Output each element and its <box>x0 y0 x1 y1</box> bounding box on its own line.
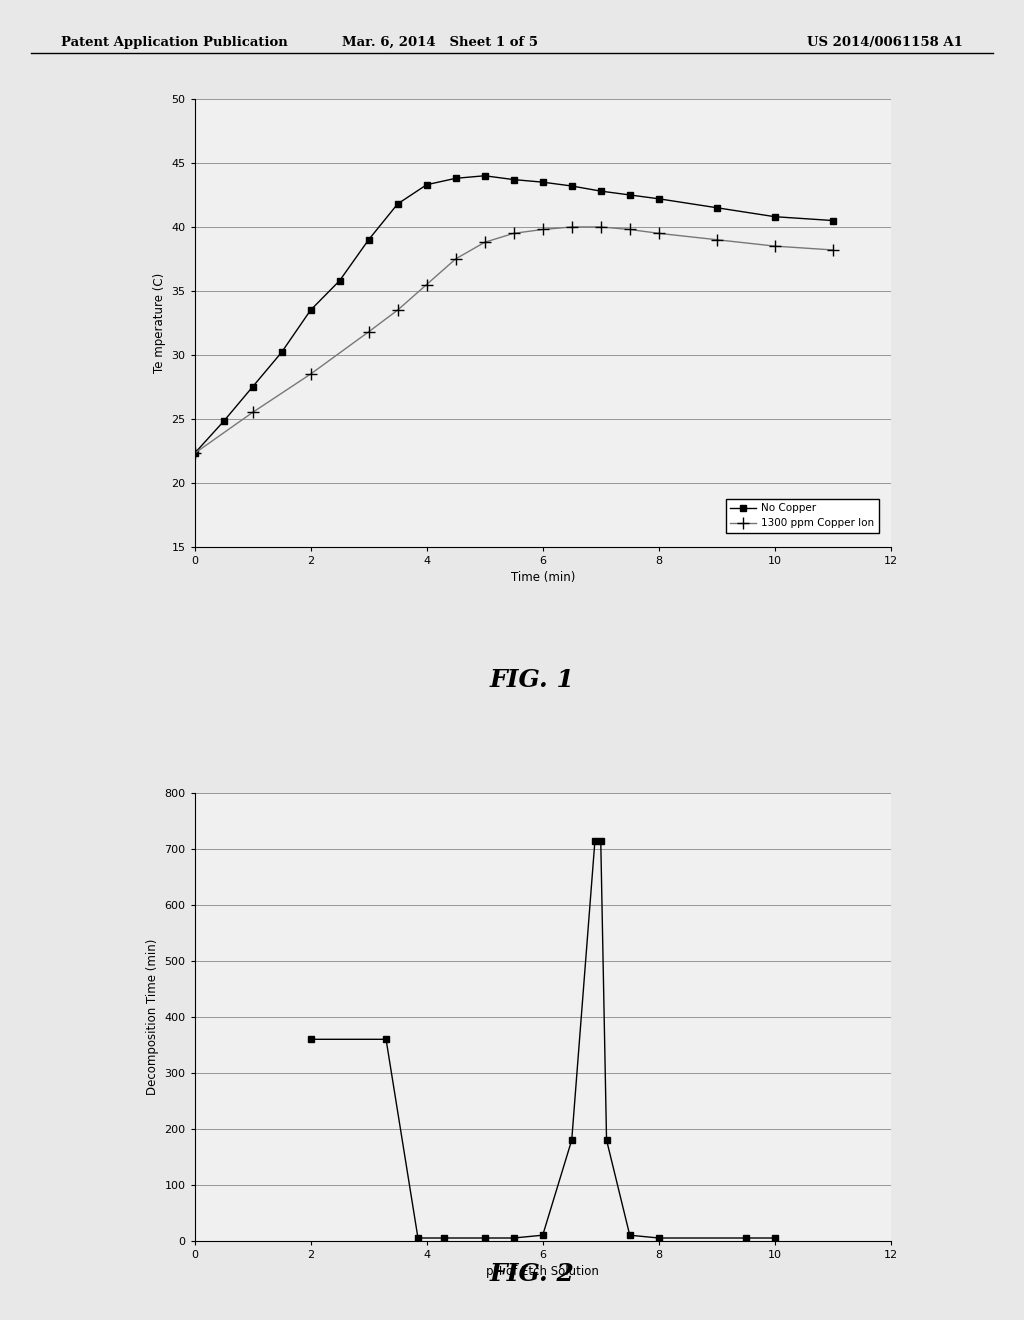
X-axis label: pH of Etch Solution: pH of Etch Solution <box>486 1266 599 1278</box>
Text: Patent Application Publication: Patent Application Publication <box>61 36 288 49</box>
1300 ppm Copper Ion <box>537 222 549 238</box>
No Copper <box>565 178 578 194</box>
No Copper <box>826 213 839 228</box>
1300 ppm Copper Ion <box>478 235 490 251</box>
Text: FIG. 2: FIG. 2 <box>490 1262 574 1286</box>
No Copper <box>508 172 520 187</box>
No Copper <box>421 177 433 193</box>
Y-axis label: Te mperature (C): Te mperature (C) <box>153 273 166 374</box>
No Copper <box>391 195 403 211</box>
1300 ppm Copper Ion <box>826 242 839 257</box>
1300 ppm Copper Ion <box>769 238 781 253</box>
No Copper <box>217 413 229 429</box>
Line: 1300 ppm Copper Ion: 1300 ppm Copper Ion <box>189 222 839 459</box>
No Copper <box>652 191 665 207</box>
1300 ppm Copper Ion <box>565 219 578 235</box>
No Copper <box>275 345 288 360</box>
No Copper <box>362 232 375 248</box>
1300 ppm Copper Ion <box>624 222 636 238</box>
No Copper <box>334 273 346 289</box>
1300 ppm Copper Ion <box>421 277 433 293</box>
Legend: No Copper, 1300 ppm Copper Ion: No Copper, 1300 ppm Copper Ion <box>726 499 879 532</box>
No Copper <box>537 174 549 190</box>
1300 ppm Copper Ion <box>391 302 403 318</box>
1300 ppm Copper Ion <box>188 445 201 461</box>
No Copper <box>624 187 636 203</box>
1300 ppm Copper Ion <box>450 251 462 267</box>
Text: Mar. 6, 2014   Sheet 1 of 5: Mar. 6, 2014 Sheet 1 of 5 <box>342 36 539 49</box>
No Copper <box>711 199 723 215</box>
Y-axis label: Decomposition Time (min): Decomposition Time (min) <box>145 939 159 1096</box>
No Copper <box>769 209 781 224</box>
No Copper <box>478 168 490 183</box>
No Copper <box>247 379 259 395</box>
X-axis label: Time (min): Time (min) <box>511 572 574 585</box>
No Copper <box>450 170 462 186</box>
Text: FIG. 1: FIG. 1 <box>490 668 574 692</box>
1300 ppm Copper Ion <box>247 404 259 420</box>
1300 ppm Copper Ion <box>652 226 665 242</box>
1300 ppm Copper Ion <box>508 226 520 242</box>
No Copper <box>304 302 316 318</box>
Line: No Copper: No Copper <box>191 173 836 457</box>
1300 ppm Copper Ion <box>595 219 607 235</box>
1300 ppm Copper Ion <box>362 323 375 339</box>
Text: US 2014/0061158 A1: US 2014/0061158 A1 <box>807 36 963 49</box>
1300 ppm Copper Ion <box>711 232 723 248</box>
No Copper <box>188 445 201 461</box>
No Copper <box>595 183 607 199</box>
1300 ppm Copper Ion <box>304 366 316 381</box>
